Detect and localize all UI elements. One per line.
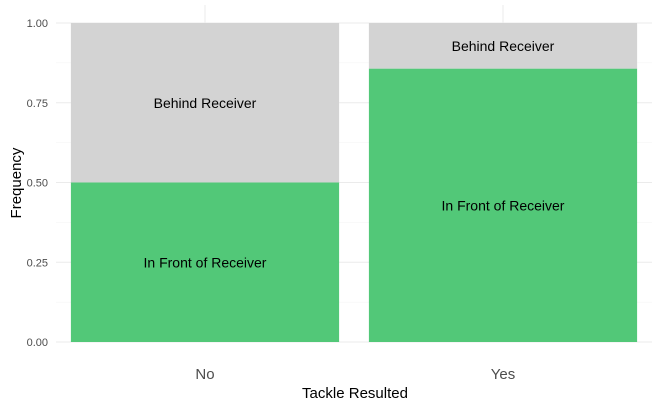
x-tick-label: No [195,366,214,383]
x-tick-label: Yes [491,366,515,383]
y-tick-label: 1.00 [27,18,48,30]
x-axis-ticks: No Yes [195,366,515,383]
x-axis-title: Tackle Resulted [302,385,408,402]
segment-label: In Front of Receiver [144,254,267,270]
segment-labels: In Front of Receiver Behind Receiver In Fr… [144,38,565,270]
y-tick-label: 0.50 [27,178,48,190]
bar-segment-no-1 [70,23,340,183]
bars [70,23,638,342]
bar-segment-no-0 [70,182,340,342]
y-tick-label: 0.00 [27,337,48,349]
bar-segment-yes-1 [368,23,638,69]
y-tick-label: 0.75 [27,98,48,110]
segment-label: Behind Receiver [452,38,555,54]
y-axis-title: Frequency [8,147,25,218]
bar-segment-yes-0 [368,68,638,342]
y-tick-label: 0.25 [27,257,48,269]
segment-label: In Front of Receiver [442,197,565,213]
segment-label: Behind Receiver [154,95,257,111]
y-axis-ticks: 0.00 0.25 0.50 0.75 1.00 [27,18,48,349]
